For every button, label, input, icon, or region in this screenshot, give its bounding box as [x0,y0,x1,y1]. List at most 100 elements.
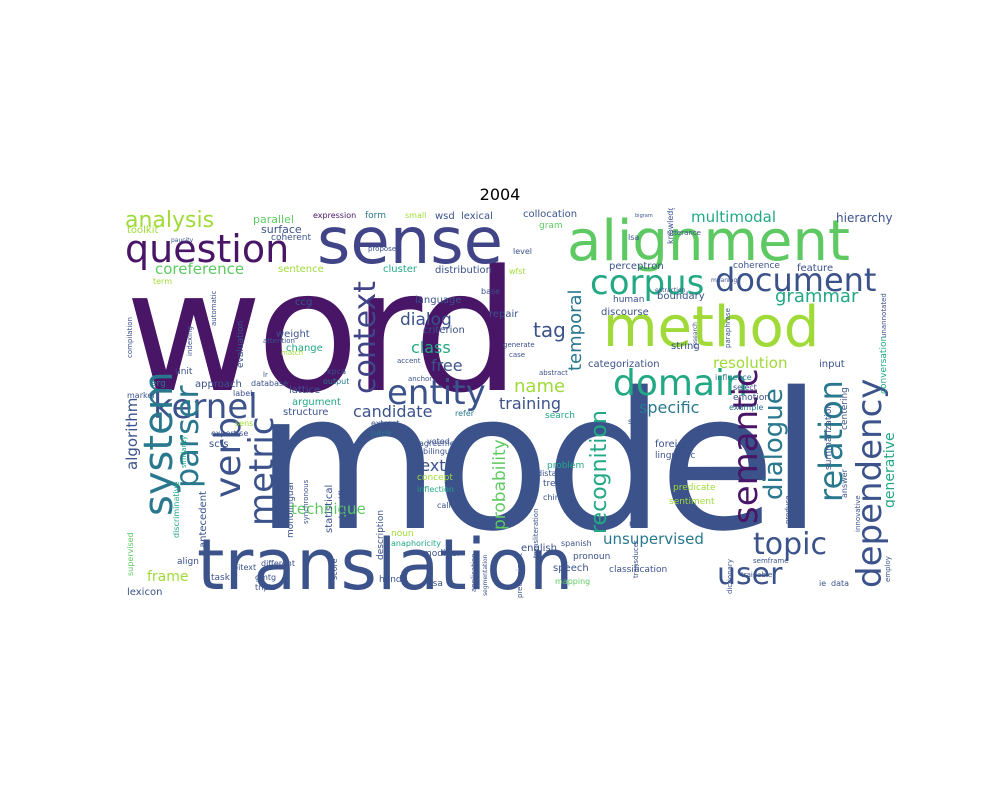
word-cloud-term: bitext [233,563,257,572]
word-cloud-term: input [819,359,845,370]
word-cloud-term: term [153,277,172,286]
word-cloud-term: metric [242,416,282,527]
word-cloud-term: generate [503,341,535,349]
word-cloud-term: search [545,411,575,421]
word-cloud-term: monolingual [286,482,296,538]
word-cloud-term: discourse [601,307,649,318]
word-cloud-term: boundary [657,291,705,302]
word-cloud-term: select [733,383,757,392]
word-cloud-term: compilation [126,317,134,358]
word-cloud-term: anaphoricity [391,539,441,548]
word-cloud-term: extract [371,419,400,428]
word-cloud-term: sense [317,208,503,279]
word-cloud-term: transliteration [532,508,540,558]
word-cloud-term: wfst [509,267,526,276]
word-cloud-term: argument [292,397,341,408]
word-cloud-term: agreement [419,439,463,448]
word-cloud-term: description [376,509,386,560]
word-cloud-term: name [514,376,566,397]
word-cloud-term: meaning [711,277,738,284]
word-cloud-term: unsupervised [603,530,704,548]
word-cloud-term: utterance [667,229,701,237]
word-cloud-term: hierarchy [836,211,893,225]
word-cloud-term: anchor [408,375,433,383]
word-cloud-term: lsa [628,233,640,242]
word-cloud-term: level [513,247,533,256]
word-cloud-term: task [211,573,230,583]
word-cloud-term: indexing [186,326,194,356]
word-cloud-term: coherence [733,261,780,271]
word-cloud-term: approach [195,379,242,390]
word-cloud-term: gmtg [255,573,277,582]
word-cloud-term: answer [840,469,849,498]
word-cloud-term: chinese [543,493,574,502]
word-cloud-term: class [411,338,451,357]
word-cloud-term: alignment [567,209,850,274]
word-cloud-term: dictionary [726,559,734,594]
word-cloud-term: scfs [209,439,229,450]
word-cloud-term: speech [553,563,589,574]
word-cloud-term: generative [882,432,895,508]
word-cloud-term: lr [263,371,268,379]
word-cloud-term: text [414,456,446,475]
word-cloud-term: parallel [253,213,294,226]
word-cloud-term: string [671,341,700,352]
word-cloud-term: statistical [324,484,335,533]
word-cloud-term: algorithm [125,397,141,470]
word-cloud-term: dialogue [759,388,789,500]
word-cloud-term: wsd [435,211,455,222]
word-cloud-term: corpus [590,263,705,303]
word-cloud-term: propose [368,245,397,253]
word-cloud-term: lexicon [127,587,163,598]
word-cloud-term: lattice [289,385,321,396]
word-cloud-term: technique [291,500,366,518]
word-cloud-term: noun [391,529,414,539]
word-cloud-term: refer [455,409,475,418]
word-cloud-term: research [692,322,699,348]
word-cloud-term: english [521,543,557,554]
word-cloud-term: match [281,349,304,357]
word-cloud-term: categorization [588,359,660,370]
word-cloud-term: expression [313,211,357,220]
word-cloud-term: weight [276,329,310,340]
word-cloud-term: triple [255,583,276,592]
word-cloud-term: candidate [353,402,433,421]
word-cloud-term: voted [427,437,450,446]
word-cloud-term: resolution [713,354,788,372]
word-cloud-term: ccg [295,297,313,308]
word-cloud-term: evaluation [236,320,246,368]
word-cloud-term: example [729,403,764,412]
word-cloud-term: tree [543,479,562,489]
word-cloud-term: paucity [171,237,194,244]
word-cloud-term: conversation [879,335,889,394]
word-cloud: word model sense alignment method transl… [125,208,895,600]
word-cloud-term: frame [147,569,189,585]
word-cloud-term: trainable [741,571,773,579]
word-cloud-term: criterion [423,325,465,336]
word-cloud-term: analysis [125,208,215,233]
word-cloud-term: coreference [155,260,245,278]
figure-title: 2004 [479,185,521,204]
word-cloud-term: method [603,295,820,360]
word-cloud-term: centering [840,387,850,430]
word-cloud-term: distribution [435,265,492,276]
word-cloud-term: synchronous [302,479,310,524]
word-cloud-term: multimodal [691,208,777,226]
word-cloud-term: sens [235,419,254,428]
word-cloud-term: output [323,377,350,386]
word-cloud-term: gram [539,221,563,231]
word-cloud-term: toolkit [127,225,159,236]
word-cloud-term: antecedent [198,491,209,548]
word-cloud-term: paraphrase [724,308,732,348]
word-cloud-term: label [233,389,253,398]
word-cloud-term: kpca [327,367,347,376]
word-cloud-term: skip [628,417,645,426]
word-cloud-term: disagreement [796,459,804,508]
word-cloud-term: lexical [461,211,493,222]
word-cloud-term: repair [489,309,519,320]
word-cloud-term: word [125,234,520,430]
word-cloud-term: influence [715,373,752,382]
word-cloud-term: tag [533,318,566,342]
word-cloud-term: hand [379,575,402,585]
word-cloud-term: language [415,295,462,306]
